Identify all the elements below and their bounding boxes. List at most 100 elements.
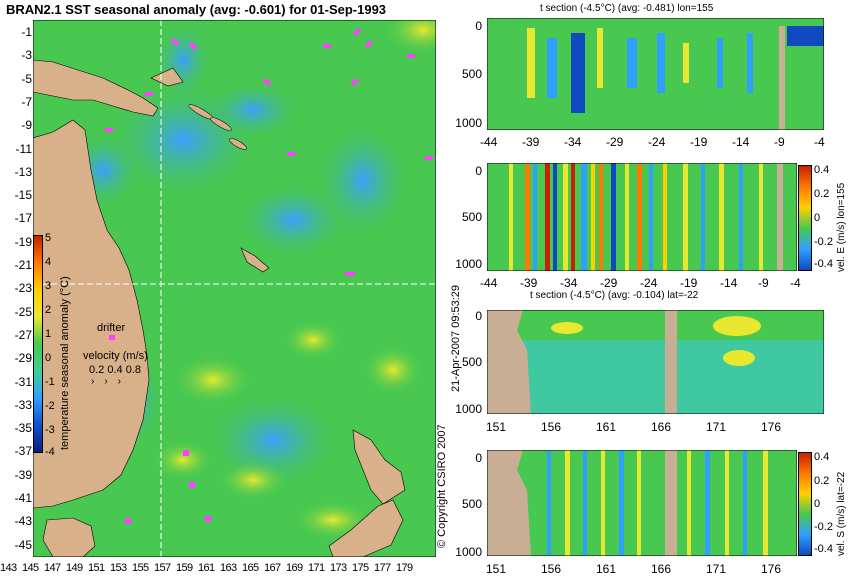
panel-u-lon-land <box>777 163 783 271</box>
map-y-tick: -3 <box>21 48 32 63</box>
map-y-tick: -15 <box>14 188 32 203</box>
map-x-tick: 153 <box>110 562 127 574</box>
panel-x-tick: -44 <box>480 135 498 149</box>
panel-x-tick: 151 <box>486 562 507 576</box>
map-x-tick: 179 <box>396 562 413 574</box>
map-colorbar-label: temperature seasonal anomaly (°C) <box>59 276 71 450</box>
panel-u-lon-colorbar-ticks: 0.4 0.2 0 -0.2 -0.4 <box>814 164 836 270</box>
map-y-tick: -7 <box>21 94 32 109</box>
panel-y-tick: 0 <box>475 451 482 465</box>
panel-y-tick: 500 <box>461 67 482 81</box>
map-title: BRAN2.1 SST seasonal anomaly (avg: -0.60… <box>6 2 387 17</box>
map-x-tick: 159 <box>176 562 193 574</box>
map-y-tick: -23 <box>14 281 32 296</box>
panel-t-lat-title: t section (-4.5°C) (avg: -0.104) lat=-22 <box>530 290 699 301</box>
map-colorbar-tick: 2 <box>45 304 52 316</box>
map-x-tick: 169 <box>286 562 303 574</box>
panel-y-tick: 500 <box>461 497 482 511</box>
map-y-tick: -21 <box>14 258 32 272</box>
drifter-legend-swatch <box>109 336 115 340</box>
map-x-tick: 177 <box>374 562 391 574</box>
velocity-legend-ticks: 0.2 0.4 0.8 <box>89 364 141 376</box>
panel-y-tick: 500 <box>461 355 482 369</box>
panel-t-lon-surface-cold <box>787 26 824 46</box>
map-colorbar-tick: 1 <box>45 328 52 340</box>
panel-t-lat-warm-patch <box>713 316 761 336</box>
map-y-tick: -11 <box>15 141 32 156</box>
panel-t-lon-plot[interactable] <box>487 18 824 130</box>
panel-colorbar-tick: 0 <box>814 498 821 510</box>
map-y-tick: -25 <box>14 304 32 319</box>
map-x-tick: 151 <box>88 562 105 574</box>
panel-t-lat-plot[interactable] <box>487 310 824 414</box>
map-y-tick: -35 <box>14 421 32 436</box>
map-x-tick: 163 <box>220 562 237 574</box>
new-caledonia-land <box>240 247 270 273</box>
map-colorbar-tick: 3 <box>45 280 52 292</box>
map-y-tick: -27 <box>14 327 32 342</box>
panel-x-tick: -44 <box>480 276 498 290</box>
panel-colorbar-tick: 0 <box>814 212 821 224</box>
panel-x-tick: -4 <box>790 276 801 290</box>
panel-y-tick: 500 <box>461 210 482 224</box>
panel-v-lat-x-axis: 151 156 161 166 171 176 <box>486 563 806 577</box>
map-x-tick: 155 <box>132 562 149 574</box>
panel-x-tick: 176 <box>761 562 782 576</box>
panel-u-lon-y-axis: 0 500 1000 <box>440 165 484 273</box>
map-colorbar <box>33 235 43 453</box>
panel-x-tick: -9 <box>758 276 769 290</box>
panel-u-lon-x-axis: -44 -39 -34 -29 -24 -19 -14 -9 -4 <box>480 276 801 291</box>
panel-v-lat-land <box>665 450 677 556</box>
panel-x-tick: -39 <box>520 276 538 290</box>
panel-y-tick: 1000 <box>455 116 482 130</box>
panel-v-lat-colorbar <box>798 452 812 556</box>
map-colorbar-tick: 5 <box>45 232 52 244</box>
map-x-tick: 165 <box>242 562 259 574</box>
velocity-legend-arrows: ››› <box>91 376 131 387</box>
panel-u-lon-colorbar <box>798 165 812 271</box>
panel-x-tick: 156 <box>541 420 562 434</box>
map-x-tick: 161 <box>198 562 215 574</box>
panel-y-tick: 1000 <box>455 545 482 559</box>
panel-x-tick: -39 <box>522 135 540 149</box>
panel-t-lat-land <box>487 310 531 414</box>
panel-t-lon-bands <box>527 28 753 113</box>
section-crosshair <box>33 20 436 557</box>
panel-x-tick: -34 <box>564 135 582 149</box>
map-y-tick: -39 <box>14 467 32 482</box>
panel-x-tick: -19 <box>690 135 708 149</box>
map-y-tick: -43 <box>14 514 32 529</box>
map-colorbar-tick: -1 <box>45 376 55 388</box>
panel-v-lat-plot[interactable] <box>487 450 797 556</box>
panel-colorbar-tick: 0.4 <box>814 164 830 176</box>
panel-colorbar-tick: 0.4 <box>814 451 830 463</box>
panel-x-tick: 161 <box>596 562 617 576</box>
panel-t-lat-warm-patch <box>551 322 583 334</box>
panel-colorbar-tick: 0.2 <box>814 188 830 200</box>
panel-x-tick: 161 <box>596 420 617 434</box>
panel-v-lat-bands <box>547 450 768 556</box>
panel-t-lat-land <box>665 310 677 414</box>
australia-land <box>33 119 150 509</box>
map-x-tick: 173 <box>330 562 347 574</box>
panel-u-lon-plot[interactable] <box>487 163 797 271</box>
panel-x-tick: -24 <box>648 135 666 149</box>
panel-x-tick: -9 <box>774 135 785 149</box>
panel-t-lon-land <box>779 26 785 130</box>
map-x-tick: 149 <box>66 562 83 574</box>
map-y-tick: -29 <box>14 351 32 366</box>
panel-x-tick: -29 <box>606 135 624 149</box>
panel-y-tick: 0 <box>475 164 482 178</box>
panel-colorbar-tick: -0.2 <box>814 236 833 248</box>
map-y-tick: -13 <box>14 164 32 179</box>
panel-x-tick: -4 <box>814 135 825 149</box>
map-y-tick: -5 <box>21 71 32 86</box>
panel-t-lat-x-axis: 151 156 161 166 171 176 <box>486 421 826 435</box>
sst-anomaly-map[interactable]: 5 4 3 2 1 0 -1 -2 -3 -4 temperature seas… <box>33 20 436 557</box>
tasmania-land <box>42 517 96 557</box>
new-guinea-land <box>33 59 159 117</box>
map-x-tick: 143 <box>0 562 17 574</box>
panel-x-tick: -19 <box>680 276 698 290</box>
velocity-legend-label: velocity (m/s) <box>83 350 148 362</box>
panel-y-tick: 0 <box>475 19 482 33</box>
